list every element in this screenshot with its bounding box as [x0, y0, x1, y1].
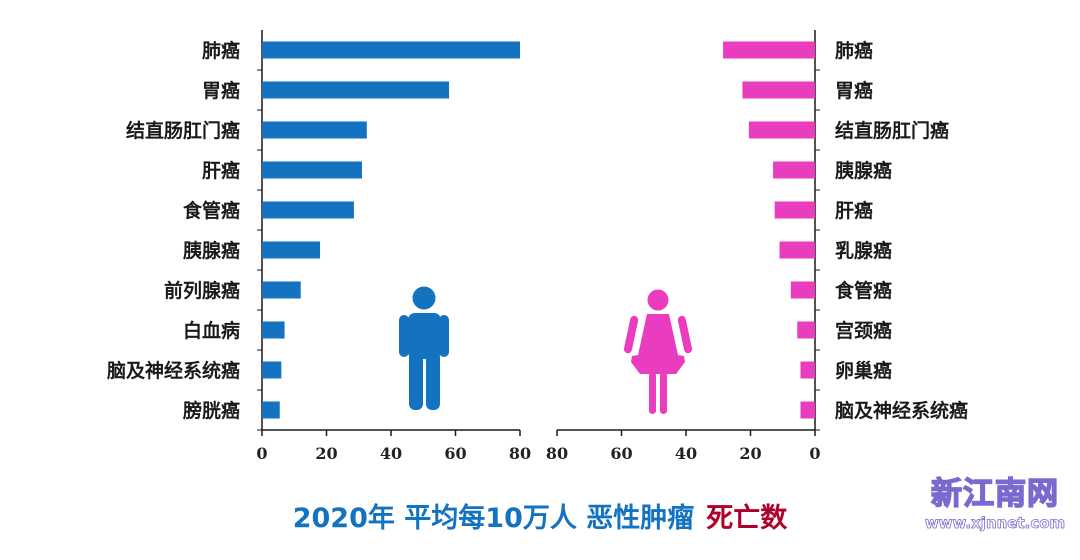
female-category-label: 食管癌: [835, 279, 892, 302]
male-bar: [262, 161, 362, 179]
male-category-label: 白血病: [183, 319, 240, 342]
male-x-tick-label: 60: [444, 444, 466, 463]
male-category-label: 胰腺癌: [182, 239, 240, 262]
footer-title-main: 2020年 平均每10万人 恶性肿瘤: [292, 503, 695, 534]
male-bar: [262, 81, 450, 99]
male-x-tick-label: 80: [509, 444, 531, 463]
male-bar: [262, 201, 354, 219]
female-bar: [723, 41, 815, 59]
male-bar: [262, 321, 285, 339]
male-category-label: 前列腺癌: [164, 279, 240, 302]
male-bar: [262, 401, 280, 419]
female-bar: [800, 361, 815, 379]
female-bar: [797, 321, 815, 339]
female-category-label: 胰腺癌: [834, 159, 892, 182]
footer-title-emphasis: 死亡数: [706, 503, 788, 534]
female-figure-icon: [623, 289, 693, 414]
female-bar: [800, 401, 815, 419]
female-x-tick-label: 40: [675, 444, 697, 463]
female-category-label: 卵巢癌: [835, 359, 892, 382]
female-x-tick-label: 60: [610, 444, 632, 463]
male-category-label: 结直肠肛门癌: [126, 119, 240, 142]
male-bar: [262, 241, 321, 259]
female-bar: [779, 241, 815, 259]
male-category-label: 胃癌: [202, 79, 240, 102]
male-category-label: 脑及神经系统癌: [106, 359, 240, 382]
female-category-label: 脑及神经系统癌: [834, 399, 968, 422]
male-x-tick-label: 40: [380, 444, 402, 463]
male-bar: [262, 121, 367, 139]
female-x-tick-label: 0: [809, 444, 820, 463]
female-category-label: 胃癌: [835, 79, 873, 102]
female-bar: [748, 121, 815, 139]
female-bar: [790, 281, 815, 299]
male-bar: [262, 361, 282, 379]
watermark-name: 新江南网: [930, 475, 1059, 513]
male-x-tick-label: 0: [256, 444, 267, 463]
female-category-label: 肺癌: [835, 39, 873, 62]
watermark-url: www.xjnnet.com: [924, 514, 1066, 533]
female-category-label: 宫颈癌: [835, 319, 892, 342]
female-category-label: 肝癌: [835, 199, 873, 222]
female-bar: [742, 81, 815, 99]
female-category-label: 乳腺癌: [835, 239, 892, 262]
male-category-label: 膀胱癌: [182, 399, 240, 422]
male-category-label: 肺癌: [202, 39, 240, 62]
female-bar: [773, 161, 815, 179]
male-bar: [262, 41, 520, 59]
female-bar: [774, 201, 815, 219]
male-bar: [262, 281, 301, 299]
watermark-logo: 新江南网 www.xjnnet.com: [920, 474, 1070, 532]
female-category-label: 结直肠肛门癌: [835, 119, 949, 142]
chart-footer-title: 2020年 平均每10万人 恶性肿瘤 死亡数: [0, 496, 1080, 535]
male-category-label: 肝癌: [202, 159, 240, 182]
male-category-label: 食管癌: [183, 199, 240, 222]
male-figure-icon: [399, 286, 449, 410]
female-x-tick-label: 20: [739, 444, 761, 463]
female-x-tick-label: 80: [546, 444, 568, 463]
male-x-tick-label: 20: [315, 444, 337, 463]
